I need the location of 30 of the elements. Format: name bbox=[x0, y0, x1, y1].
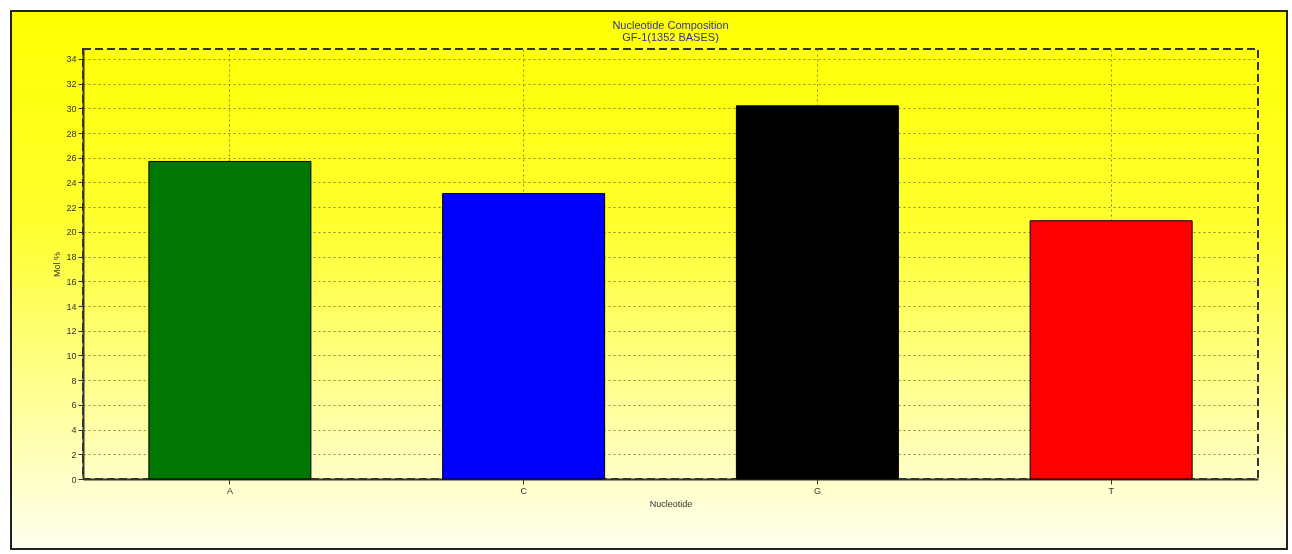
y-tick-label: 10 bbox=[66, 350, 77, 361]
y-tick-label: 14 bbox=[66, 301, 77, 312]
x-tick-label: G bbox=[813, 485, 821, 496]
bar bbox=[148, 160, 312, 480]
y-tick-label: 20 bbox=[66, 227, 77, 238]
y-tick-label: 22 bbox=[66, 202, 77, 213]
x-tick-label: A bbox=[226, 485, 233, 496]
y-tick-label: 24 bbox=[66, 177, 77, 188]
y-tick-label: 6 bbox=[71, 400, 77, 411]
y-tick-label: 30 bbox=[66, 103, 77, 114]
y-tick-label: 18 bbox=[66, 252, 77, 263]
y-tick-label: 2 bbox=[71, 449, 77, 460]
y-tick-label: 0 bbox=[71, 474, 77, 485]
x-axis-title: Nucleotide bbox=[649, 498, 693, 509]
chart-subtitle: GF-1(1352 BASES) bbox=[622, 31, 719, 43]
chart-title: Nucleotide Composition bbox=[612, 19, 729, 31]
y-tick-label: 34 bbox=[66, 54, 77, 65]
bar bbox=[735, 105, 899, 480]
y-tick-label: 8 bbox=[71, 375, 77, 386]
y-tick-label: 16 bbox=[66, 276, 77, 287]
y-tick-label: 32 bbox=[66, 79, 77, 90]
bar bbox=[1029, 220, 1193, 480]
y-tick-label: 12 bbox=[66, 326, 77, 337]
x-tick-label: C bbox=[520, 485, 528, 496]
y-axis-title: Mol % bbox=[52, 251, 63, 278]
bar bbox=[442, 193, 606, 480]
y-tick-label: 4 bbox=[71, 425, 77, 436]
y-tick-label: 28 bbox=[66, 128, 77, 139]
y-tick-label: 26 bbox=[66, 153, 77, 164]
x-tick-label: T bbox=[1108, 485, 1115, 496]
